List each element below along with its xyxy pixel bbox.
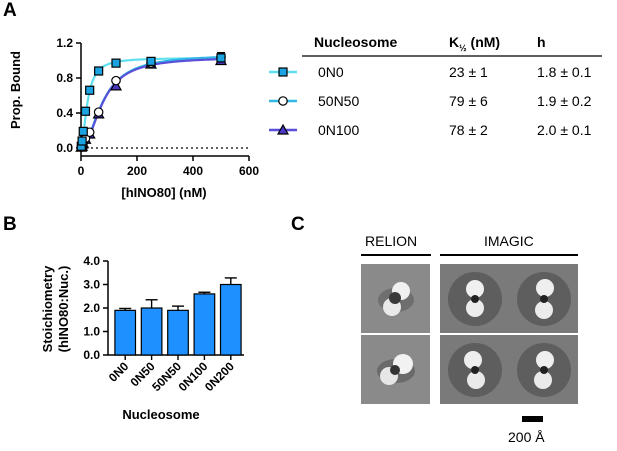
binding-x-tick-label: 0: [78, 164, 85, 178]
bar: [167, 309, 189, 356]
em-class-average: [361, 264, 430, 333]
table-row-name: 0N100: [318, 122, 360, 138]
em-particle-image: [361, 335, 430, 404]
data-point: [77, 136, 87, 146]
table-row-hill: 1.9 ± 0.2: [537, 93, 592, 109]
scale-bar-label: 200 Å: [508, 429, 545, 445]
em-particle-image: [440, 335, 509, 404]
data-point: [80, 106, 91, 116]
data-point: [78, 126, 88, 136]
panel-label-c: C: [291, 214, 305, 235]
binding-x-axis-title: [hINO80] (nM): [121, 185, 206, 200]
bar-y-tick-label: 3.0: [83, 278, 100, 292]
bar-y-tick-label: 0.0: [83, 348, 100, 362]
legend-marker: [276, 123, 290, 135]
binding-y-tick-label: 0.0: [56, 141, 73, 155]
table-header-kd-sub: ½: [459, 42, 467, 53]
imagic-label: IMAGIC: [484, 233, 534, 249]
relion-underline: [361, 254, 431, 256]
bar-y-axis-title-line1: Stoichiometry: [40, 265, 55, 352]
binding-y-axis-title: Prop. Bound: [8, 51, 23, 129]
table-header-kd: K½ (nM): [449, 34, 500, 53]
binding-y-tick-label: 1.2: [56, 36, 73, 50]
bar: [114, 309, 137, 356]
panel-label-a: A: [3, 0, 17, 21]
data-point: [111, 75, 121, 86]
binding-y-tick-label: 0.8: [56, 71, 73, 85]
table-row-hill: 1.8 ± 0.1: [537, 64, 592, 80]
bar-y-tick-label: 2.0: [83, 301, 100, 315]
bar: [140, 307, 163, 356]
legend-marker: [278, 96, 288, 106]
bar-y-tick-label: 1.0: [83, 325, 100, 339]
imagic-underline: [440, 254, 578, 256]
binding-x-tick-label: 200: [127, 164, 147, 178]
binding-y-tick-label: 0.4: [56, 106, 73, 120]
bar-y-tick-label: 4.0: [83, 254, 100, 268]
em-particle-image: [509, 335, 578, 404]
data-point: [93, 107, 104, 117]
table-row-kd: 79 ± 6: [449, 93, 488, 109]
bar-x-axis-title: Nucleosome: [122, 407, 199, 422]
bar-y-axis-title-line2: (hINO80:Nuc.): [56, 266, 71, 353]
em-class-average: [509, 335, 578, 404]
em-class-average: [440, 264, 509, 333]
em-particle-image: [361, 264, 430, 333]
binding-x-tick-label: 600: [239, 164, 259, 178]
table-header-nucleosome: Nucleosome: [314, 34, 398, 50]
binding-curve-chart: Prop. Bound [hINO80] (nM) 0.0 0.4 0.8 1.2 0 2…: [8, 36, 297, 200]
legend-marker: [278, 67, 288, 77]
table-row-kd: 23 ± 1: [449, 64, 488, 80]
stoichiometry-bar-chart: Stoichiometry (hINO80:Nuc.) Nucleosome 0…: [40, 254, 244, 422]
table-row-hill: 2.0 ± 0.1: [537, 122, 592, 138]
data-point: [146, 56, 156, 66]
bar: [219, 283, 242, 356]
table-header-kd-main: K: [449, 34, 460, 50]
data-point: [216, 53, 226, 63]
bar-x-tick-label: 0N200: [202, 359, 237, 394]
table-row-kd: 78 ± 2: [449, 122, 488, 138]
em-class-average: [509, 264, 578, 333]
data-point: [111, 58, 121, 68]
em-particle-image: [509, 264, 578, 333]
table-header-kd-rest: (nM): [466, 34, 501, 50]
table-row-name: 0N0: [318, 64, 344, 80]
table-header-hill: h: [537, 34, 546, 50]
bar: [193, 293, 216, 356]
table-row-name: 50N50: [318, 93, 360, 109]
data-point: [85, 85, 95, 95]
em-class-average: [440, 335, 509, 404]
em-class-average: [361, 335, 430, 404]
panel-label-b: B: [3, 214, 17, 235]
relion-label: RELION: [365, 233, 418, 249]
em-particle-image: [440, 264, 509, 333]
scale-bar: [522, 416, 543, 422]
data-point: [94, 66, 104, 76]
binding-x-tick-label: 400: [183, 164, 203, 178]
